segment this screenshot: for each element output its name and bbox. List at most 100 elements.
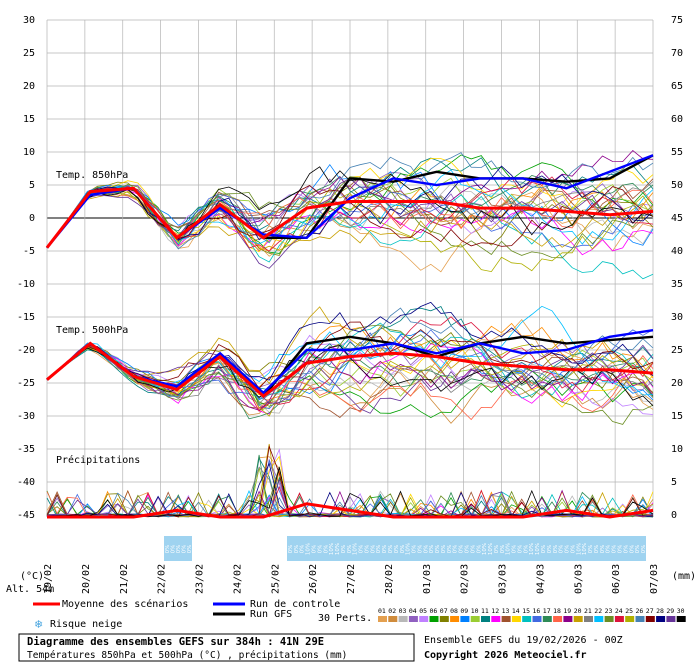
right-tick-label: 55: [671, 147, 683, 158]
snow-risk-value: 10%: [582, 543, 588, 555]
snow-risk-value: 0%: [476, 545, 482, 554]
pert-legend-number: 12: [491, 607, 499, 615]
right-tick-label: 15: [671, 411, 683, 422]
right-tick-label: 0: [671, 510, 677, 521]
snow-risk-value: 0%: [565, 545, 571, 554]
footer-title-box: [18, 633, 415, 662]
pert-legend-swatch: [635, 616, 645, 622]
pert-legend-number: 25: [625, 607, 633, 615]
copyright: Copyright 2026 Meteociel.fr: [424, 649, 587, 661]
left-tick-label: 5: [29, 180, 35, 191]
x-tick-label: 22/02: [157, 564, 168, 594]
perturbation-legend: 01 02 03 04 05 06 07 08 09 10 11 12 13 14 15 16 17 18 19 20…: [378, 607, 686, 622]
pert-legend-number: 15: [522, 607, 530, 615]
x-tick-label: 19/02: [43, 564, 54, 594]
left-tick-label: 15: [23, 114, 35, 125]
pert-legend-swatch: [491, 616, 501, 622]
snow-risk-value: 0%: [559, 545, 565, 554]
snow-risk-value: 0%: [465, 545, 471, 554]
pert-legend-swatch: [542, 616, 552, 622]
series-t850-line: [45, 186, 654, 249]
x-tick-label: 04/03: [535, 564, 546, 594]
pert-legend-swatch: [429, 616, 439, 622]
left-tick-label: -40: [17, 477, 35, 488]
pert-legend-number: 21: [584, 607, 592, 615]
pert-legend-number: 22: [594, 607, 602, 615]
pert-t500-line: [46, 321, 654, 389]
chart-subtitle: Températures 850hPa et 500hPa (°C) , pré…: [27, 650, 347, 661]
right-tick-label: 5: [671, 477, 677, 488]
left-tick-label: -5: [23, 246, 35, 257]
snow-risk-value: 10%: [406, 543, 412, 555]
snow-risk-value: 0%: [453, 545, 459, 554]
legend-control-label: Run de controle: [250, 599, 340, 610]
right-tick-label: 30: [671, 312, 683, 323]
snow-risk-value: 0%: [641, 545, 647, 554]
left-tick-label: -25: [17, 378, 35, 389]
t500-section-label: Temp. 500hPa: [56, 325, 128, 336]
pert-legend-number: 03: [399, 607, 407, 615]
right-tick-label: 10: [671, 444, 683, 455]
snow-risk-value: 0%: [470, 545, 476, 554]
pert-legend-swatch: [594, 616, 604, 622]
snow-risk-value: 0%: [341, 545, 347, 554]
left-tick-label: -20: [17, 345, 35, 356]
pert-legend-swatch: [398, 616, 408, 622]
right-tick-label: 50: [671, 180, 683, 191]
pert-legend-number: 04: [409, 607, 417, 615]
altitude-label: Alt. 54m: [6, 584, 54, 595]
x-tick-label: 25/02: [270, 564, 281, 594]
right-tick-label: 20: [671, 378, 683, 389]
pert-legend-number: 01: [378, 607, 386, 615]
left-tick-label: 30: [23, 15, 35, 26]
pert-t850-line: [46, 190, 654, 251]
pert-legend-swatch: [614, 616, 624, 622]
pert-legend-swatch: [625, 616, 635, 622]
pert-legend-number: 17: [543, 607, 551, 615]
pert-legend-swatch: [604, 616, 614, 622]
left-tick-label: -30: [17, 411, 35, 422]
series-t500-line: [46, 341, 654, 399]
x-tick-label: 02/03: [460, 564, 471, 594]
pert-legend-number: 06: [430, 607, 438, 615]
snow-risk-value: 0%: [623, 545, 629, 554]
x-axis: 19/02 20/02 21/02 22/02 23/02 24/02 25/02 26/02…: [43, 564, 660, 594]
pert-legend-number: 30: [677, 607, 685, 615]
pert-legend-number: 28: [656, 607, 664, 615]
pert-legend-swatch: [470, 616, 480, 622]
pert-legend-swatch: [439, 616, 449, 622]
x-tick-label: 06/03: [611, 564, 622, 594]
chart-title: Diagramme des ensembles GEFS sur 384h : …: [27, 636, 324, 648]
pert-legend-swatch: [584, 616, 593, 622]
snow-risk-value: 0%: [288, 545, 294, 554]
pert-legend-swatch: [450, 616, 460, 622]
pert-legend-swatch: [573, 616, 583, 622]
snow-risk-value: 0%: [365, 545, 371, 554]
pert-legend-swatch: [460, 616, 470, 622]
left-tick-label: 25: [23, 48, 35, 59]
x-tick-label: 20/02: [81, 564, 92, 594]
main-lines: [45, 154, 654, 519]
pert-t500-line: [46, 344, 654, 419]
snow-risk-value: 0%: [300, 545, 306, 554]
pert-t850-line: [46, 166, 654, 248]
pert-legend-number: 16: [533, 607, 541, 615]
snow-risk-value: 0%: [523, 545, 529, 554]
snow-risk-value: 10%: [335, 543, 341, 555]
snowflake-icon: ❄: [34, 618, 43, 631]
snow-risk-value: 0%: [176, 545, 182, 554]
snow-risk-value: 0%: [541, 545, 547, 554]
pert-t500-line: [46, 324, 654, 425]
right-tick-label: 40: [671, 246, 683, 257]
snow-risk-value: 0%: [294, 545, 300, 554]
snow-risk-value: 10%: [506, 543, 512, 555]
snow-risk-value: 0%: [606, 545, 612, 554]
snow-risk-value: 0%: [612, 545, 618, 554]
pert-legend-number: 02: [388, 607, 396, 615]
snow-risk-value: 0%: [376, 545, 382, 554]
pert-legend-number: 08: [450, 607, 458, 615]
x-tick-label: 27/02: [346, 564, 357, 594]
pert-precip-line: [46, 467, 654, 518]
right-axis-unit: (mm): [672, 571, 696, 582]
